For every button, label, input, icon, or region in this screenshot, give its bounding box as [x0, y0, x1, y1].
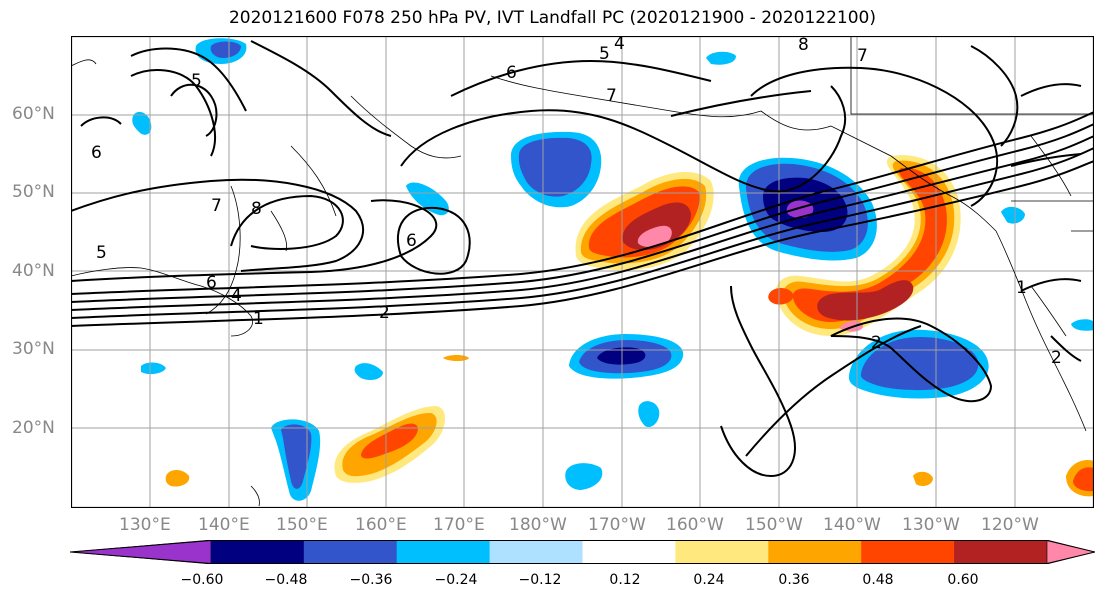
colorbar-tick: 0.12	[609, 572, 641, 588]
contour-label: 5	[96, 243, 107, 263]
contour-label: 5	[191, 71, 202, 91]
contour-label: 6	[406, 231, 417, 251]
colorbar-segment	[768, 540, 862, 564]
colorbar-tick: 0.36	[778, 572, 810, 588]
colorbar-segment	[303, 540, 398, 564]
pv-contours	[70, 40, 1095, 478]
colorbar-tick: −0.24	[434, 572, 478, 588]
colorbar	[69, 539, 1096, 565]
lon-label: 130°E	[119, 515, 171, 535]
colorbar-segment	[1046, 539, 1096, 565]
colorbar-tick: 0.24	[693, 572, 725, 588]
lat-label: 30°N	[12, 339, 55, 359]
colorbar-segment	[861, 540, 955, 564]
contour-label: 6	[206, 273, 217, 293]
lon-label: 160°W	[666, 515, 724, 535]
colorbar-tick: 0.48	[862, 572, 894, 588]
lat-label: 60°N	[12, 104, 55, 124]
contour-label: 2	[1051, 348, 1062, 368]
lon-label: 140°E	[198, 515, 250, 535]
contour-label: 1	[253, 309, 264, 329]
lon-label: 150°E	[276, 515, 328, 535]
colorbar-segment	[582, 540, 676, 564]
contour-label: 2	[871, 333, 882, 353]
lon-label: 150°W	[745, 515, 803, 535]
contour-label: 6	[91, 143, 102, 163]
colorbar-tick: 0.60	[947, 572, 979, 588]
lat-label: 40°N	[12, 261, 55, 281]
lon-label: 130°W	[902, 515, 960, 535]
lon-label: 120°W	[981, 515, 1039, 535]
contour-label: 5	[599, 44, 610, 64]
colorbar-segment	[954, 540, 1048, 564]
lon-label: 160°E	[355, 515, 407, 535]
colorbar-canvas	[69, 539, 1096, 565]
contour-label: 4	[231, 286, 242, 306]
contour-label: 2	[379, 303, 390, 323]
contour-labels: 1 2 2 4 5 5 6 6 6 7 7 8 8 1 2 4 5 6 7	[91, 34, 1062, 368]
map-panel: 1 2 2 4 5 5 6 6 6 7 7 8 8 1 2 4 5 6 7	[70, 34, 1095, 509]
contour-label: 7	[606, 86, 617, 106]
colorbar-tick: −0.12	[518, 572, 562, 588]
contour-label: 1	[1016, 278, 1027, 298]
lat-label: 20°N	[12, 418, 55, 438]
lon-label: 140°W	[823, 515, 881, 535]
map-canvas: 1 2 2 4 5 5 6 6 6 7 7 8 8 1 2 4 5 6 7	[70, 34, 1095, 509]
lon-label: 170°E	[433, 515, 485, 535]
colorbar-tick: −0.60	[180, 572, 224, 588]
colorbar-segment	[210, 540, 305, 564]
colorbar-segment	[675, 540, 769, 564]
contour-label: 7	[857, 46, 868, 66]
lat-label: 50°N	[12, 182, 55, 202]
lon-label: 170°W	[588, 515, 646, 535]
colorbar-segment	[489, 540, 583, 564]
contour-label: 8	[798, 36, 809, 55]
colorbar-tick: −0.36	[349, 572, 393, 588]
chart-title: 2020121600 F078 250 hPa PV, IVT Landfall…	[228, 8, 876, 28]
contour-label: 6	[506, 63, 517, 83]
colorbar-tick: −0.48	[264, 572, 308, 588]
colorbar-segment	[69, 539, 212, 565]
contour-label: 7	[211, 196, 222, 216]
contour-label: 4	[614, 36, 625, 54]
lon-label: 180°W	[509, 515, 567, 535]
colorbar-segment	[396, 540, 491, 564]
map-frame	[70, 35, 1095, 509]
ivt-shading	[132, 38, 1094, 501]
contour-label: 8	[251, 199, 262, 219]
